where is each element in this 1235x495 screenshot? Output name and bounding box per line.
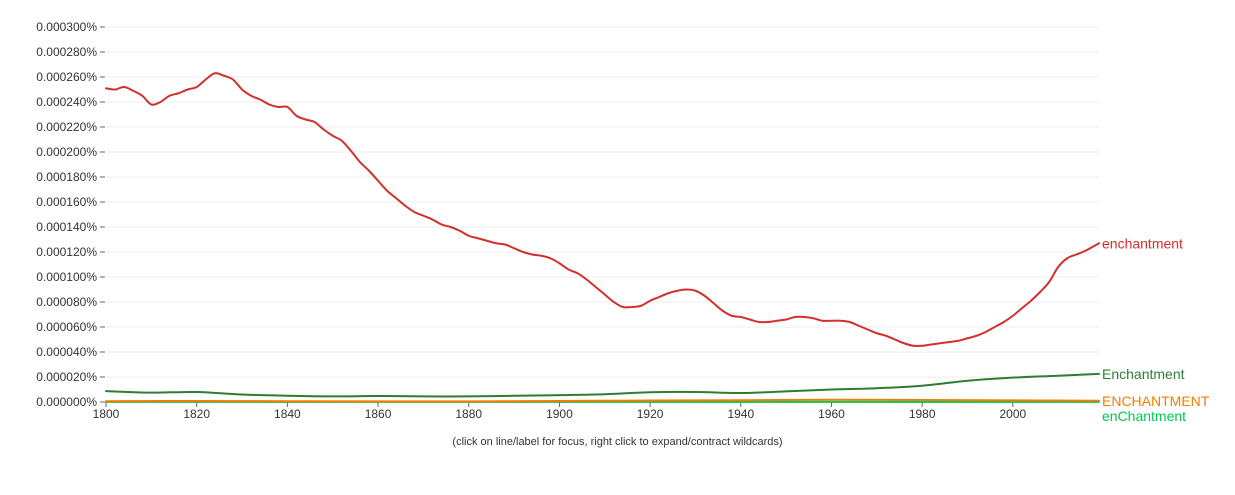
- axes: 0.000000% 0.000020% 0.000040% 0.000060% 0.00…: [36, 20, 1099, 421]
- y-tick-label: 0.000000%: [36, 395, 97, 409]
- y-tick-label: 0.000060%: [36, 320, 97, 334]
- gridlines: [106, 26, 1099, 378]
- x-tick-label: 1860: [365, 407, 392, 421]
- series-line-enchantment-1[interactable]: [105, 372, 1100, 398]
- y-tick-label: 0.000120%: [36, 245, 97, 259]
- x-tick-label: 2000: [999, 407, 1026, 421]
- series-labels: enchantment Enchantment ENCHANTMENTenChant…: [1102, 235, 1210, 424]
- series-label-enchantment-2[interactable]: ENCHANTMENT: [1102, 393, 1210, 409]
- x-tick-label: 1840: [274, 407, 301, 421]
- y-tick-label: 0.000080%: [36, 295, 97, 309]
- y-tick-label: 0.000100%: [36, 270, 97, 284]
- y-tick-label: 0.000040%: [36, 345, 97, 359]
- x-tick-label: 1920: [637, 407, 664, 421]
- y-tick-label: 0.000020%: [36, 370, 97, 384]
- y-tick-label: 0.000180%: [36, 170, 97, 184]
- series-label-enchantment-3[interactable]: enChantment: [1102, 408, 1186, 424]
- series-line-enchantment-2[interactable]: [105, 398, 1100, 403]
- x-tick-label: 1960: [818, 407, 845, 421]
- x-tick-label: 1940: [727, 407, 754, 421]
- series-label-enchantment-1[interactable]: Enchantment: [1102, 366, 1185, 382]
- y-tick-label: 0.000260%: [36, 70, 97, 84]
- series-line-enchantment-0[interactable]: [105, 72, 1100, 347]
- x-tick-label: 1980: [909, 407, 936, 421]
- y-tick-label: 0.000140%: [36, 220, 97, 234]
- ngram-chart: 0.000000% 0.000020% 0.000040% 0.000060% 0.00…: [36, 20, 1210, 424]
- y-tick-label: 0.000240%: [36, 95, 97, 109]
- x-tick-label: 1900: [546, 407, 573, 421]
- x-tick-label: 1800: [93, 407, 120, 421]
- series-label-enchantment-0[interactable]: enchantment: [1102, 235, 1183, 251]
- y-tick-label: 0.000220%: [36, 120, 97, 134]
- series-lines: [105, 72, 1100, 403]
- x-tick-label: 1820: [183, 407, 210, 421]
- y-tick-label: 0.000160%: [36, 195, 97, 209]
- y-tick-label: 0.000200%: [36, 145, 97, 159]
- y-tick-label: 0.000300%: [36, 20, 97, 34]
- y-tick-label: 0.000280%: [36, 45, 97, 59]
- x-tick-label: 1880: [455, 407, 482, 421]
- chart-footnote: (click on line/label for focus, right cl…: [452, 436, 783, 448]
